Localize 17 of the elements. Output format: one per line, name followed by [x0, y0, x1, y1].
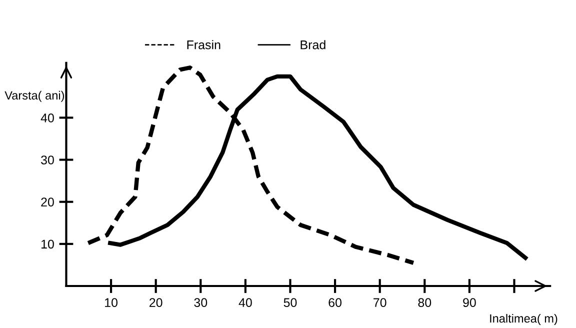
- y-tick-label: 30: [41, 156, 54, 164]
- x-tick-label: 30: [194, 298, 208, 308]
- legend-label: Frasin: [187, 40, 220, 50]
- y-tick-label: 40: [40, 113, 54, 122]
- x-tick-label: 50: [284, 298, 297, 308]
- x-tick-label: 20: [150, 298, 162, 308]
- x-tick-label: 10: [105, 298, 118, 308]
- y-axis-title: Varsta( ani): [4, 90, 64, 102]
- x-axis-title: Inaltimea( m): [490, 314, 558, 325]
- legend-label: Brad: [300, 40, 326, 50]
- x-tick-label: 70: [374, 298, 386, 308]
- y-tick-label: 20: [41, 198, 54, 206]
- x-tick-label: 60: [328, 298, 342, 308]
- x-tick-label: 80: [418, 298, 432, 308]
- x-tick-label: 40: [238, 298, 252, 308]
- x-tick-label: 90: [463, 298, 476, 308]
- y-tick-label: 10: [41, 240, 54, 249]
